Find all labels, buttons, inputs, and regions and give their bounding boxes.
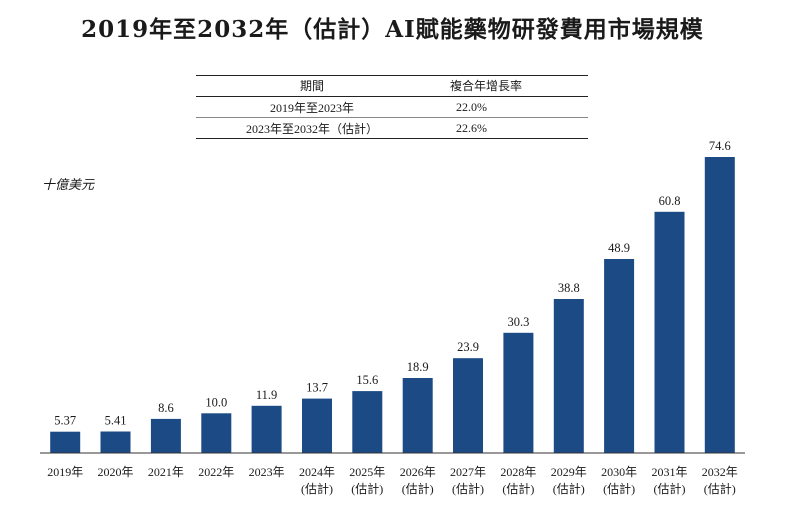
data-label: 30.3 [507,315,529,329]
data-label: 60.8 [659,194,681,208]
x-tick-label: (估計) [502,481,534,496]
x-tick-label: 2031年 [651,465,687,479]
data-label: 38.8 [558,281,580,295]
bar [100,431,131,453]
x-tick-label: (估計) [452,481,484,496]
data-label: 5.41 [105,414,127,428]
bar [150,418,181,453]
bar [503,332,534,453]
chart-title: 2019年至2032年（估計）AI賦能藥物研發費用市場規模 [81,16,704,43]
x-tick-label: 2029年 [551,465,587,479]
x-tick-label: 2028年 [500,465,536,479]
bar [453,358,483,453]
data-label: 74.6 [709,139,731,153]
x-tick-label: (估計) [351,481,383,496]
cagr-table-row: 2023年至2032年（估計） 22.6% [196,117,588,139]
bar [201,413,232,453]
x-tick-label: 2032年 [702,465,738,479]
bar [604,259,635,453]
x-tick-label: 2023年 [249,465,285,479]
bar [553,299,584,453]
data-label: 5.37 [54,414,76,428]
x-tick-label: 2030年 [601,465,637,479]
cagr-header-period: 期間 [196,75,428,97]
cagr-table: 期間 複合年增長率 2019年至2023年 22.0% 2023年至2032年（… [196,75,588,139]
bar [302,398,332,453]
bar [704,157,735,453]
x-tick-label: 2026年 [400,465,436,479]
cagr-table-header-row: 期間 複合年增長率 [196,75,588,97]
x-tick-label: 2025年 [349,465,385,479]
data-label: 23.9 [457,340,479,354]
bar [654,211,685,453]
cagr-period: 2023年至2032年（估計） [196,117,428,139]
cagr-rate: 22.0% [428,96,588,118]
bar [402,378,433,453]
x-tick-label: 2024年 [299,465,335,479]
cagr-period: 2019年至2023年 [196,96,428,118]
data-label: 11.9 [256,388,277,402]
bar [251,405,282,453]
cagr-header-rate: 複合年增長率 [428,75,588,97]
x-tick-label: (估計) [402,481,434,496]
x-tick-label: 2022年 [198,465,234,479]
x-tick-label: (估計) [704,481,736,496]
x-tick-label: 2020年 [97,465,133,479]
cagr-rate: 22.6% [428,117,588,139]
x-tick-label: (估計) [654,481,686,496]
data-label: 48.9 [608,241,630,255]
y-axis-unit-label: 十億美元 [42,178,95,193]
x-tick-label: (估計) [553,481,585,496]
data-label: 10.0 [205,395,227,409]
x-tick-label: 2027年 [450,465,486,479]
cagr-table-row: 2019年至2023年 22.0% [196,96,588,118]
bar [352,391,383,453]
bar [50,431,81,453]
x-tick-label: (估計) [301,481,333,496]
x-tick-label: 2019年 [47,465,83,479]
x-tick-label: 2021年 [148,465,184,479]
x-tick-labels: 2019年 2020年 2021年 2022年 2023年 2024年 (估計) 2025年 (… [47,465,738,496]
bars-layer: 5.37 5.41 8.6 10.0 11.9 13.7 15.6 18.9 23.9 30.3 3… [50,139,735,453]
data-label: 13.7 [306,381,328,395]
data-label: 8.6 [158,401,174,415]
x-tick-label: (估計) [603,481,635,496]
data-label: 18.9 [407,360,429,374]
data-label: 15.6 [356,373,378,387]
